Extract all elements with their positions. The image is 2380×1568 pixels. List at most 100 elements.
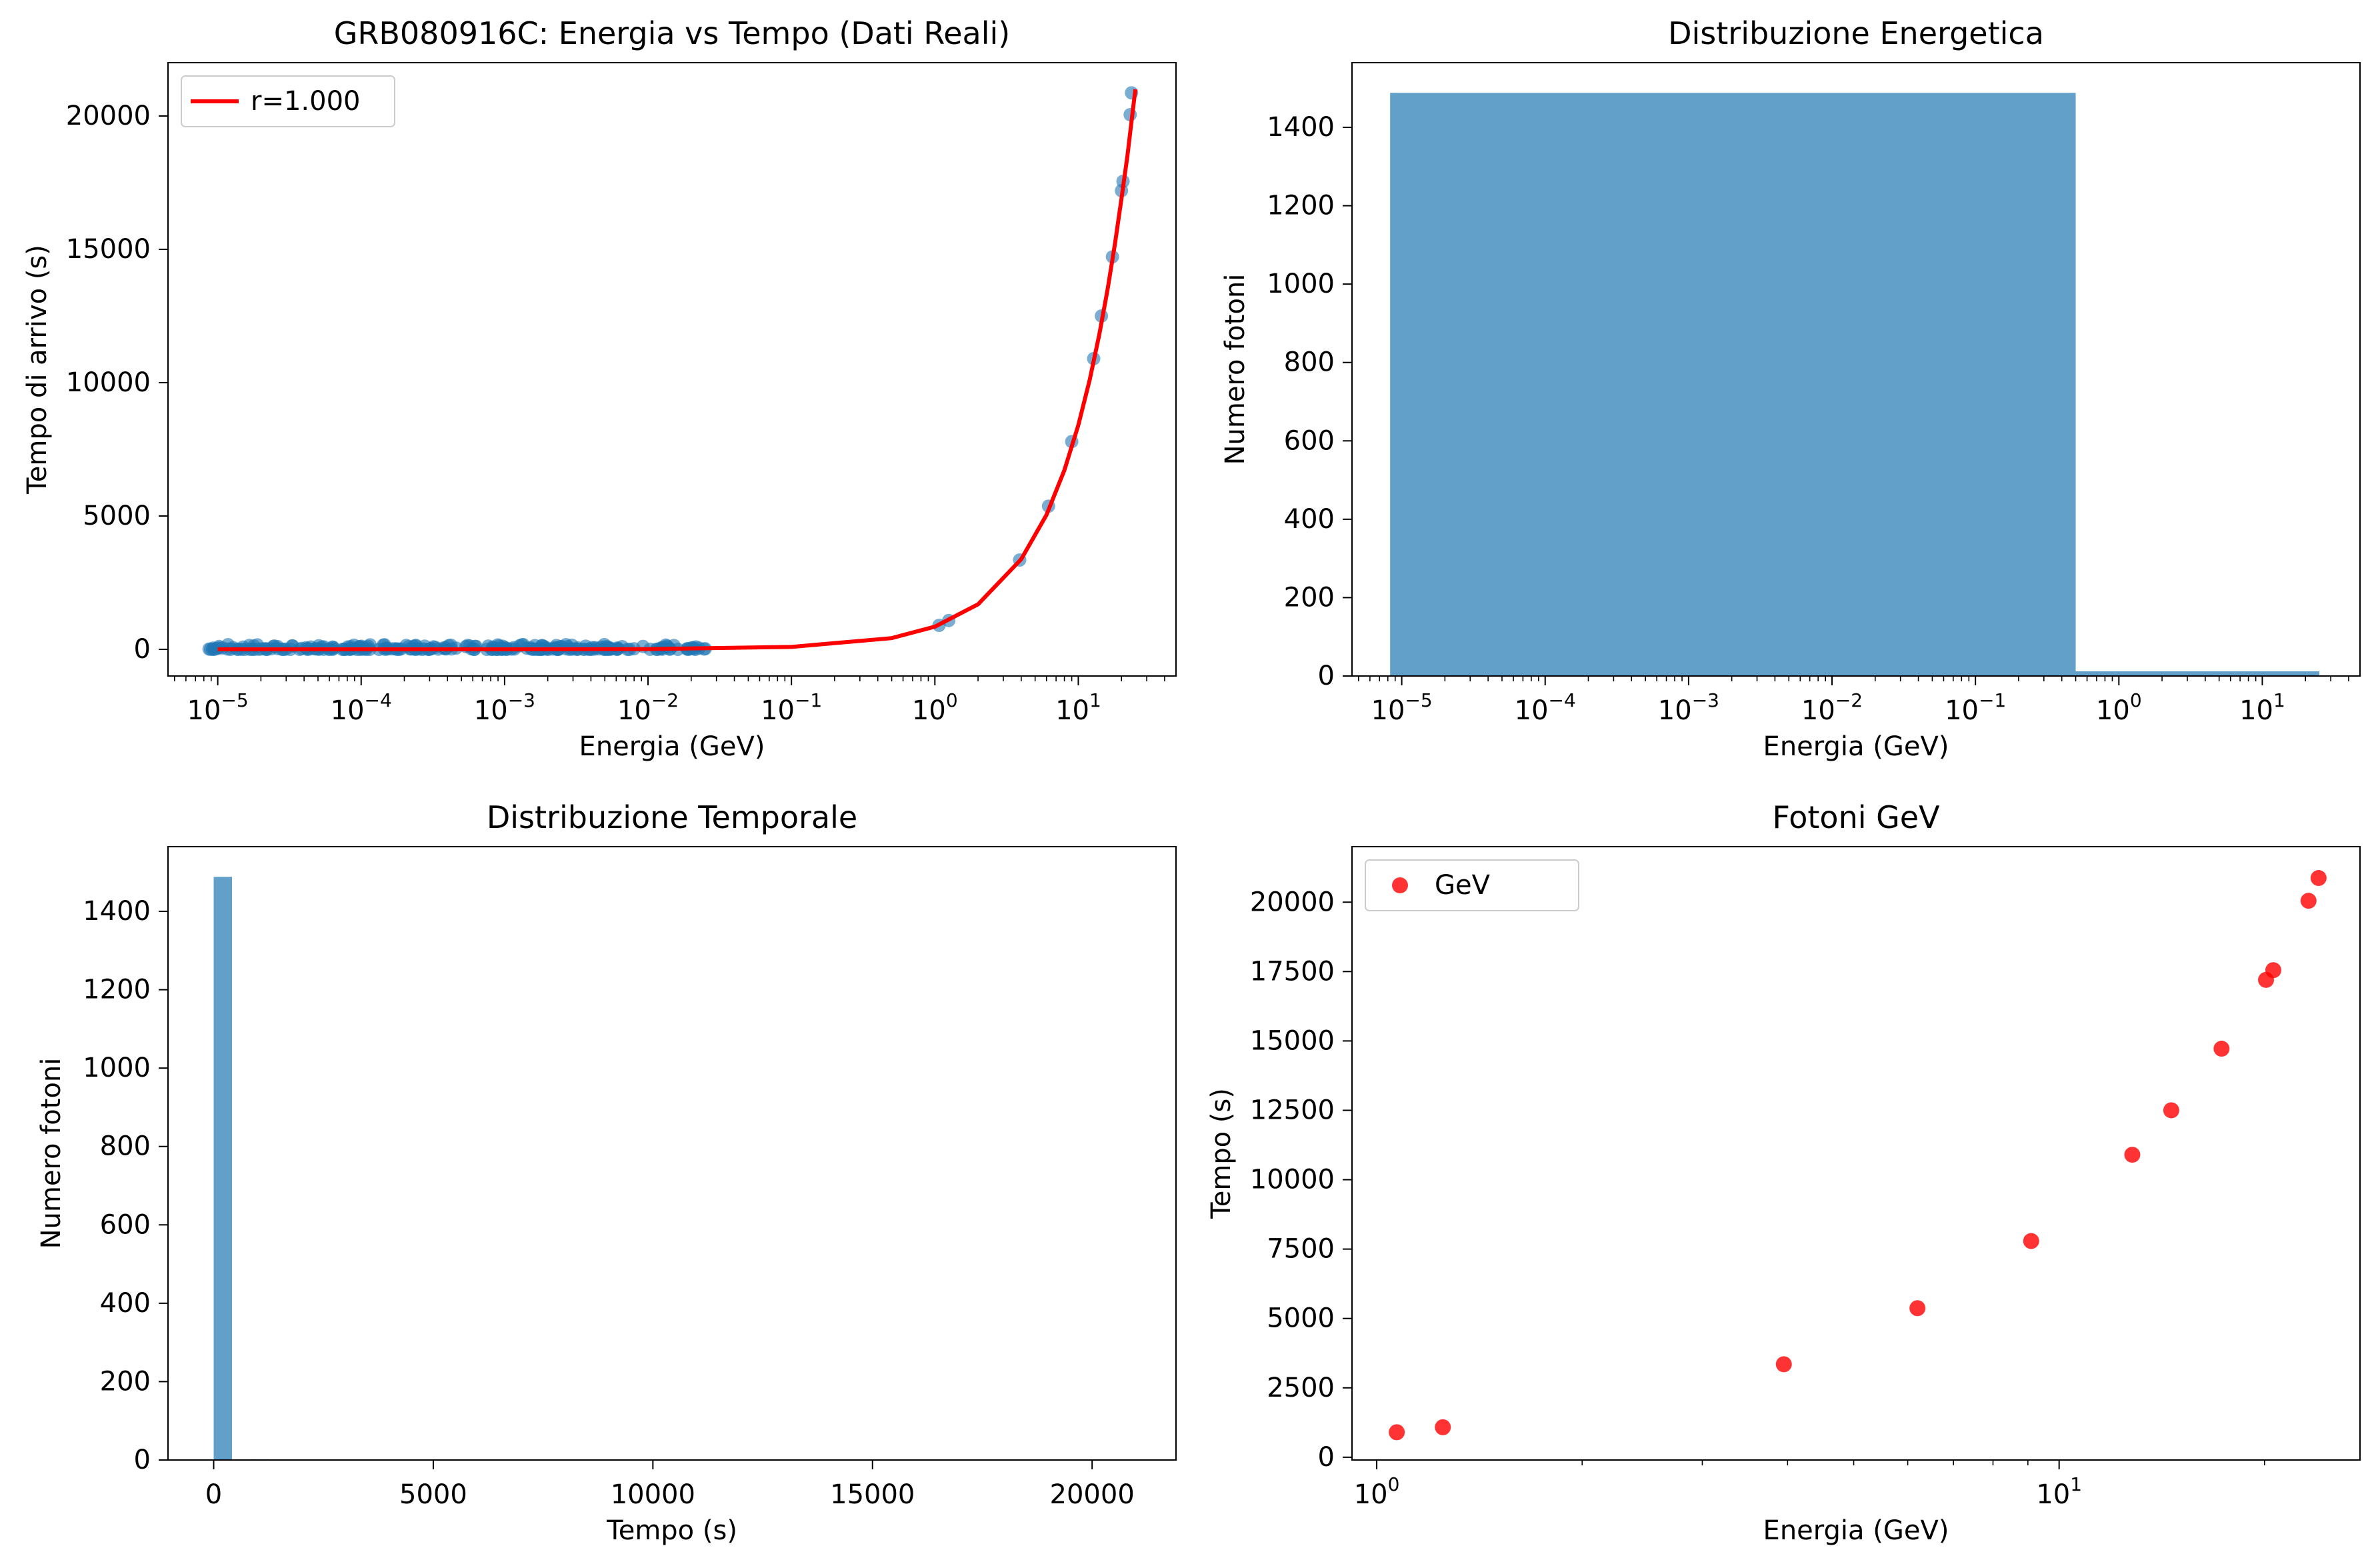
chart-title: GRB080916C: Energia vs Tempo (Dati Reali… bbox=[334, 15, 1010, 51]
y-tick-label: 1400 bbox=[83, 896, 151, 927]
gev-photon-point bbox=[2213, 1041, 2230, 1057]
y-tick-label: 7500 bbox=[1267, 1234, 1335, 1265]
y-tick-label: 800 bbox=[1284, 347, 1335, 378]
x-tick-label: 100 bbox=[2096, 689, 2142, 727]
histogram-bar bbox=[1390, 93, 2076, 676]
gev-photon-point bbox=[1909, 1300, 1926, 1317]
y-tick-label: 600 bbox=[1284, 425, 1335, 456]
y-axis-label: Numero fotoni bbox=[36, 1058, 67, 1249]
y-tick-label: 20000 bbox=[66, 101, 151, 131]
gev-photon-point bbox=[2124, 1147, 2141, 1163]
gev-photon-point bbox=[2300, 893, 2317, 909]
y-tick-label: 200 bbox=[1284, 582, 1335, 613]
data-point bbox=[600, 640, 614, 654]
y-axis-label: Tempo (s) bbox=[1206, 1088, 1237, 1219]
chart-title: Fotoni GeV bbox=[1772, 799, 1940, 835]
y-tick-label: 0 bbox=[1318, 661, 1335, 691]
histogram-bar bbox=[2075, 671, 2320, 676]
legend-label: GeV bbox=[1435, 870, 1491, 901]
x-axis-label: Tempo (s) bbox=[606, 1515, 737, 1546]
y-tick-label: 0 bbox=[134, 1445, 151, 1475]
y-tick-label: 1000 bbox=[83, 1053, 151, 1083]
gev-photon-point bbox=[1775, 1356, 1792, 1373]
gev-photon-point bbox=[2163, 1102, 2179, 1119]
plot-area bbox=[1389, 870, 2327, 1441]
x-tick-label: 10−1 bbox=[1945, 689, 2006, 727]
histogram-bar bbox=[213, 877, 232, 1460]
y-tick-label: 1000 bbox=[1267, 269, 1335, 299]
y-tick-label: 5000 bbox=[1267, 1303, 1335, 1334]
y-tick-label: 400 bbox=[100, 1288, 151, 1319]
y-tick-label: 400 bbox=[1284, 504, 1335, 535]
plot-area bbox=[202, 86, 1139, 656]
y-tick-label: 0 bbox=[1318, 1442, 1335, 1473]
y-tick-label: 20000 bbox=[1250, 887, 1335, 917]
y-tick-label: 5000 bbox=[83, 501, 151, 531]
y-tick-label: 2500 bbox=[1267, 1373, 1335, 1403]
legend-box bbox=[1365, 859, 1579, 911]
x-tick-label: 10000 bbox=[611, 1479, 695, 1510]
gev-photon-point bbox=[2265, 962, 2281, 979]
time-histogram-panel: 0 5000 10000 15000 20000 0 200 400 600 800 1000 120… bbox=[36, 799, 1177, 1546]
plot-area bbox=[213, 877, 1148, 1460]
legend-label: r=1.000 bbox=[251, 86, 360, 117]
plot-frame bbox=[1351, 846, 2361, 1461]
x-tick-label: 10−5 bbox=[187, 689, 249, 727]
y-tick-label: 600 bbox=[100, 1209, 151, 1240]
y-tick-label: 200 bbox=[100, 1366, 151, 1397]
x-tick-label: 101 bbox=[2036, 1473, 2082, 1511]
x-tick-label: 5000 bbox=[399, 1479, 467, 1510]
x-axis-label: Energia (GeV) bbox=[1763, 1515, 1949, 1546]
x-axis-label: Energia (GeV) bbox=[1763, 731, 1949, 762]
data-point bbox=[236, 640, 250, 654]
y-tick-label: 1200 bbox=[1267, 191, 1335, 221]
y-tick-label: 17500 bbox=[1250, 956, 1335, 987]
x-tick-label: 101 bbox=[2239, 689, 2285, 727]
fit-curve bbox=[217, 89, 1138, 651]
y-tick-label: 12500 bbox=[1250, 1095, 1335, 1125]
y-tick-label: 800 bbox=[100, 1131, 151, 1162]
legend-box bbox=[181, 75, 395, 127]
data-point bbox=[202, 642, 216, 656]
chart-title: Distribuzione Temporale bbox=[487, 799, 857, 835]
plot-frame bbox=[167, 62, 1177, 677]
gev-photon-point bbox=[1389, 1424, 1405, 1441]
legend-marker-swatch bbox=[1392, 877, 1408, 893]
y-axis-label: Tempo di arrivo (s) bbox=[22, 245, 53, 495]
y-tick-label: 10000 bbox=[1250, 1165, 1335, 1195]
x-tick-label: 100 bbox=[912, 689, 958, 727]
x-tick-label: 101 bbox=[1055, 689, 1101, 727]
x-tick-label: 15000 bbox=[830, 1479, 915, 1510]
x-tick-label: 10−1 bbox=[761, 689, 822, 727]
y-tick-label: 1400 bbox=[1267, 112, 1335, 143]
x-tick-label: 10−2 bbox=[617, 689, 679, 727]
x-axis-label: Energia (GeV) bbox=[579, 731, 765, 762]
y-tick-label: 1200 bbox=[83, 975, 151, 1005]
x-tick-label: 0 bbox=[205, 1479, 222, 1510]
y-axis-label: Numero fotoni bbox=[1220, 274, 1251, 465]
x-tick-label: 20000 bbox=[1050, 1479, 1135, 1510]
x-tick-label: 10−5 bbox=[1371, 689, 1433, 727]
y-tick-label: 0 bbox=[134, 634, 151, 665]
x-tick-label: 10−4 bbox=[1515, 689, 1576, 727]
chart-title: Distribuzione Energetica bbox=[1668, 15, 2044, 51]
x-tick-label: 10−3 bbox=[1658, 689, 1719, 727]
x-tick-label: 100 bbox=[1354, 1473, 1400, 1511]
plot-frame bbox=[1351, 62, 2361, 677]
data-point bbox=[353, 640, 367, 654]
y-tick-label: 15000 bbox=[66, 234, 151, 265]
gev-photon-point bbox=[2023, 1233, 2039, 1249]
gev-photons-panel: 100 101 0 2500 5000 7500 10000 12500 15000 17500 2… bbox=[1206, 799, 2361, 1546]
gev-photon-point bbox=[2310, 870, 2327, 887]
plot-area bbox=[1390, 93, 2320, 676]
x-tick-label: 10−3 bbox=[474, 689, 535, 727]
energy-histogram-panel: 10−5 10−4 10−3 10−2 10−1 100 101 0 200 400 600 800 1… bbox=[1220, 15, 2361, 762]
energy-vs-time-panel: 10−5 10−4 10−3 10−2 10−1 100 101 0 5000 10000 1500… bbox=[22, 15, 1177, 762]
plot-frame bbox=[167, 846, 1177, 1461]
y-tick-label: 10000 bbox=[66, 367, 151, 398]
x-tick-label: 10−2 bbox=[1801, 689, 1863, 727]
x-tick-label: 10−4 bbox=[331, 689, 392, 727]
y-tick-label: 15000 bbox=[1250, 1025, 1335, 1056]
gev-photon-point bbox=[1435, 1419, 1451, 1435]
